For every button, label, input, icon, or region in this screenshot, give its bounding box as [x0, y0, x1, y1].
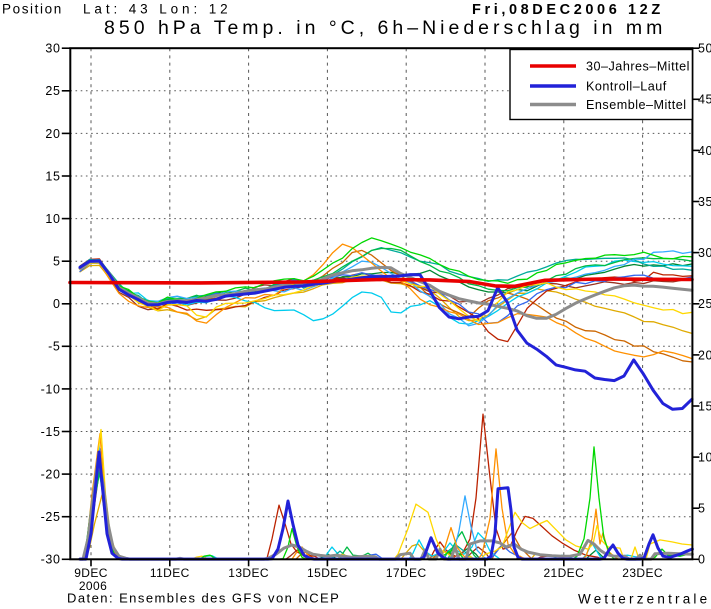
- svg-text:20: 20: [45, 127, 60, 141]
- svg-text:-10: -10: [41, 382, 61, 396]
- svg-text:-15: -15: [41, 425, 61, 439]
- svg-text:25: 25: [698, 297, 711, 311]
- svg-text:30–Jahres–Mittel: 30–Jahres–Mittel: [586, 60, 690, 74]
- svg-text:2006: 2006: [79, 579, 107, 593]
- svg-text:35: 35: [698, 195, 711, 209]
- svg-text:0: 0: [53, 297, 61, 311]
- svg-text:9DEC: 9DEC: [74, 566, 108, 580]
- svg-text:Ensemble–Mittel: Ensemble–Mittel: [586, 98, 687, 112]
- svg-text:-25: -25: [41, 510, 61, 524]
- svg-text:Position: Position: [2, 2, 63, 17]
- svg-text:-5: -5: [48, 340, 60, 354]
- svg-text:45: 45: [698, 93, 711, 107]
- svg-text:Kontroll–Lauf: Kontroll–Lauf: [586, 80, 667, 94]
- svg-text:Fri,08DEC2006 12Z: Fri,08DEC2006 12Z: [472, 2, 664, 18]
- svg-text:Daten: Ensembles des GFS von N: Daten: Ensembles des GFS von NCEP: [67, 591, 340, 606]
- svg-text:30: 30: [698, 246, 711, 260]
- svg-text:10: 10: [698, 451, 711, 465]
- svg-text:30: 30: [45, 42, 60, 56]
- svg-text:Wetterzentrale: Wetterzentrale: [578, 592, 710, 607]
- svg-text:50: 50: [698, 42, 711, 56]
- svg-text:20: 20: [698, 348, 711, 362]
- svg-text:Lat: 43 Lon: 12: Lat: 43 Lon: 12: [83, 2, 232, 17]
- svg-text:10: 10: [45, 212, 60, 226]
- svg-text:21DEC: 21DEC: [543, 566, 584, 580]
- svg-text:19DEC: 19DEC: [465, 566, 506, 580]
- svg-text:15: 15: [698, 399, 711, 413]
- svg-text:-20: -20: [41, 468, 61, 482]
- svg-text:17DEC: 17DEC: [386, 566, 427, 580]
- svg-text:23DEC: 23DEC: [622, 566, 663, 580]
- svg-text:11DEC: 11DEC: [150, 566, 190, 580]
- svg-text:0: 0: [698, 553, 706, 567]
- svg-text:5: 5: [53, 255, 61, 269]
- svg-text:850 hPa Temp. in °C, 6h–Nieder: 850 hPa Temp. in °C, 6h–Niederschlag in …: [104, 17, 666, 39]
- svg-text:-30: -30: [41, 553, 61, 567]
- svg-text:40: 40: [698, 144, 711, 158]
- svg-text:5: 5: [698, 502, 706, 516]
- svg-text:15DEC: 15DEC: [307, 566, 348, 580]
- svg-text:13DEC: 13DEC: [228, 566, 269, 580]
- svg-text:25: 25: [45, 84, 60, 98]
- svg-text:15: 15: [45, 169, 60, 183]
